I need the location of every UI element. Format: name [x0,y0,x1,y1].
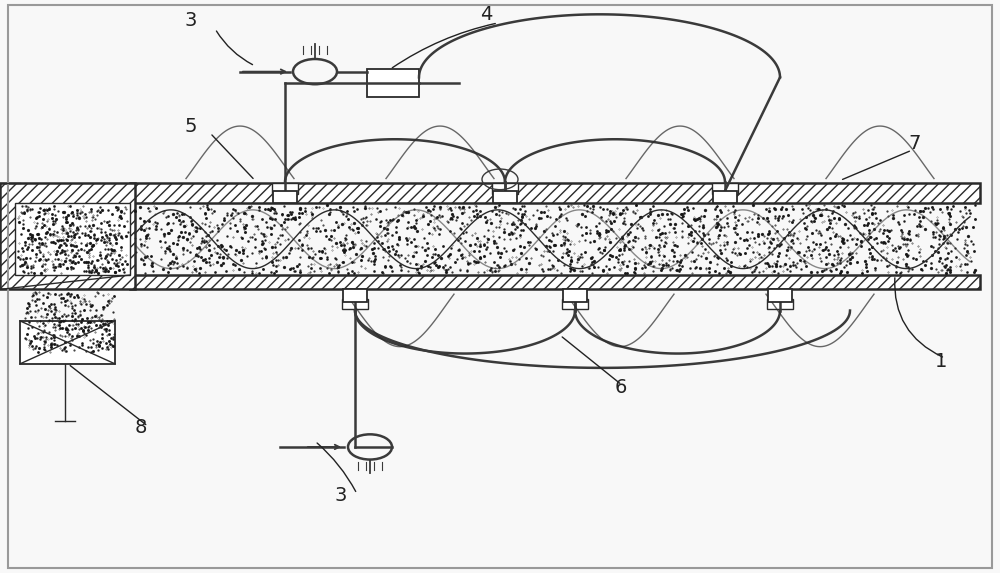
Text: 6: 6 [615,378,627,397]
Text: 3: 3 [335,486,347,505]
Bar [367,69,419,97]
Bar [20,321,115,364]
Text: 3: 3 [185,11,197,30]
Bar [768,289,792,302]
Bar [273,191,297,203]
Bar [492,183,518,194]
Bar [130,183,980,203]
Text: 8: 8 [135,418,147,437]
Text: 4: 4 [480,5,492,24]
Text: 5: 5 [185,117,198,136]
Bar [563,289,587,302]
Bar [767,299,793,309]
Bar [343,289,367,302]
Bar [562,299,588,309]
Bar [712,183,738,194]
Text: 7: 7 [908,134,920,153]
Bar [15,203,130,275]
Bar [713,191,737,203]
Bar [493,191,517,203]
Text: 1: 1 [935,352,947,371]
Bar [0,183,135,289]
Bar [342,299,368,309]
Bar [272,183,298,194]
Bar [130,275,980,289]
